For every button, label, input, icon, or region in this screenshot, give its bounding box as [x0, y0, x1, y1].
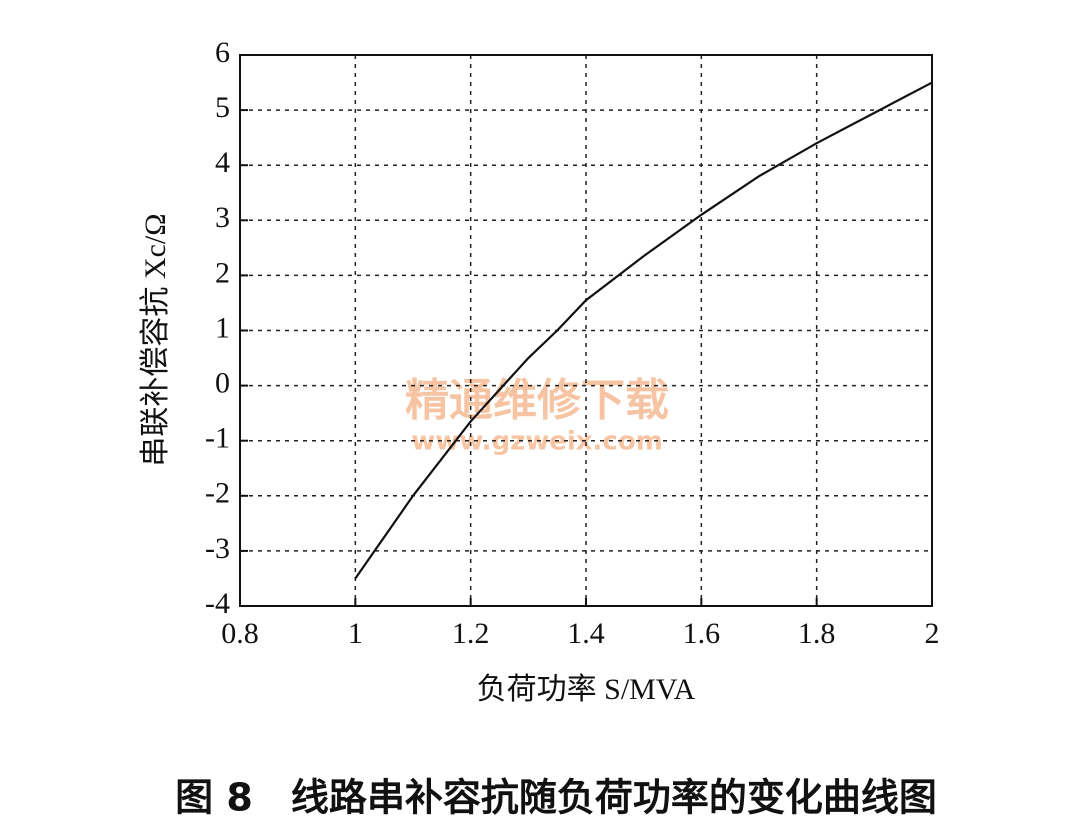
curve	[354, 81, 933, 580]
x-tick-label: 1	[348, 617, 363, 650]
y-tick-label: 5	[215, 91, 230, 124]
plot-frame	[239, 54, 933, 607]
y-tick-label: 4	[215, 146, 230, 179]
y-tick-label: 3	[215, 201, 230, 234]
y-tick-label: 2	[215, 256, 230, 289]
x-tick-label: 2	[925, 617, 940, 650]
caption: 图 8 线路串补容抗随负荷功率的变化曲线图	[175, 776, 937, 820]
y-tick-label: -1	[205, 422, 230, 455]
x-tick-label: 1.4	[567, 617, 605, 650]
y-tick-label: 0	[215, 366, 230, 399]
x-tick-label: 1.8	[798, 617, 836, 650]
x-axis-label: 负荷功率 S/MVA	[477, 673, 696, 706]
x-tick-label: 1.2	[452, 617, 490, 650]
watermark: 精通维修下载	[405, 375, 669, 426]
y-tick-label: -2	[205, 477, 230, 510]
y-tick-label: 6	[215, 36, 230, 69]
x-tick-label: 1.6	[683, 617, 721, 650]
y-tick-label: 1	[215, 311, 230, 344]
watermark-url: www.gzweix.com	[411, 427, 663, 457]
y-tick-label: -4	[205, 587, 230, 620]
x-tick-label: 0.8	[221, 617, 259, 650]
y-tick-label: -3	[205, 532, 230, 565]
y-axis-label: 串联补偿容抗 Xc/Ω	[139, 213, 172, 466]
